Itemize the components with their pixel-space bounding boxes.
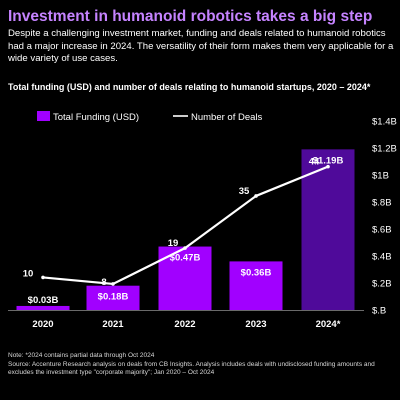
right-axis-tick-label: $.6B (372, 225, 392, 236)
right-axis: $.B $.2B $.4B $.6B $.8B $1B $1.2B $1.4B (372, 117, 397, 317)
chart-title: Total funding (USD) and number of deals … (8, 82, 371, 92)
right-axis-tick-label: $.B (372, 306, 386, 317)
legend-label-deals: Number of Deals (191, 112, 263, 123)
legend-label-funding: Total Funding (USD) (53, 112, 139, 123)
x-tick-label: 2022 (174, 319, 195, 330)
chart-legend: Total Funding (USD) Number of Deals (37, 111, 263, 123)
right-axis-tick-label: $.8B (372, 198, 392, 209)
x-axis: 2020 2021 2022 2023 2024* (8, 310, 364, 330)
x-tick-label: 2023 (245, 319, 266, 330)
x-tick-label: 2020 (32, 319, 53, 330)
bar-2021 (86, 285, 140, 310)
bar-value-label: $0.47B (170, 253, 201, 264)
bar-value-label: $0.18B (98, 292, 129, 303)
deals-value-label: 44 (309, 157, 320, 168)
deals-point-2024* (326, 164, 330, 169)
bar-2020 (16, 305, 70, 310)
deals-point-2020 (41, 275, 45, 280)
footnote-source: Source: Accenture Research analysis on d… (8, 360, 375, 377)
deals-value-label: 8 (101, 277, 106, 288)
legend-swatch-funding (37, 111, 50, 121)
right-axis-tick-label: $1.2B (372, 144, 397, 155)
bar-series: $0.03B $0.18B $0.47B $0.36B $1.19B (16, 149, 355, 310)
deals-point-2021 (111, 282, 115, 286)
right-axis-tick-label: $1.4B (372, 117, 397, 128)
x-tick-label: 2024* (316, 319, 341, 330)
x-tick-label: 2021 (102, 319, 124, 330)
right-axis-tick-label: $.4B (372, 252, 392, 263)
footnote-note: Note: *2024 contains partial data throug… (8, 352, 155, 359)
bar-2023 (229, 261, 283, 310)
funding-deals-chart: Total Funding (USD) Number of Deals $.B$.… (8, 111, 397, 330)
deals-value-label: 35 (239, 186, 250, 197)
line-series: 10 8 19 35 44 (23, 157, 330, 288)
bar-value-label: $1.19B (313, 155, 344, 166)
deals-point-2023 (254, 194, 258, 198)
bar-value-label: $0.36B (241, 267, 272, 278)
right-axis-tick-label: $.2B (372, 279, 392, 290)
footnotes: Note: *2024 contains partial data throug… (8, 352, 394, 378)
deals-point-2022 (183, 246, 187, 250)
bar-2024* (301, 149, 355, 310)
deals-value-label: 19 (168, 238, 179, 249)
right-axis-tick-label: $1B (372, 171, 389, 182)
subheadline: Despite a challenging investment market,… (8, 28, 394, 64)
bar-value-label: $0.03B (28, 295, 59, 306)
deals-value-label: 10 (23, 268, 34, 279)
headline: Investment in humanoid robotics takes a … (8, 8, 373, 25)
